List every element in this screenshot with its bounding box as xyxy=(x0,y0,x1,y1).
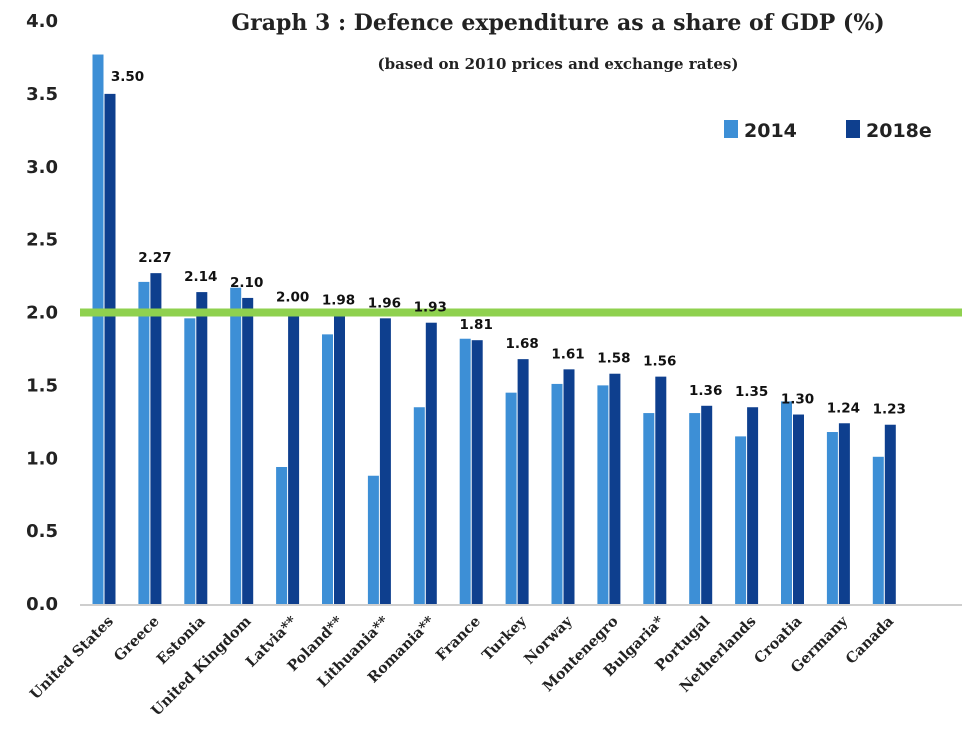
data-label-2018e: 1.35 xyxy=(735,384,768,400)
bar-2014 xyxy=(367,475,379,604)
bar-2018e xyxy=(104,93,116,604)
bar-2014 xyxy=(322,334,333,604)
bar-2018e xyxy=(288,312,300,604)
data-label-2018e: 1.58 xyxy=(597,351,630,367)
y-tick-label: 4.0 xyxy=(26,11,58,32)
bar-2018e xyxy=(838,423,850,604)
y-tick-label: 0.0 xyxy=(26,594,58,615)
bar-2014 xyxy=(276,466,288,604)
bar-2018e xyxy=(425,322,437,604)
chart-title: Graph 3 : Defence expenditure as a share… xyxy=(231,10,884,36)
bar-2018e xyxy=(701,405,713,604)
bar-2018e xyxy=(196,292,208,604)
bar-2018e xyxy=(884,424,896,604)
bar-2014 xyxy=(551,383,563,604)
data-label-2018e: 1.23 xyxy=(873,402,906,418)
bar-2018e xyxy=(655,376,667,604)
bar-2018e xyxy=(793,414,804,604)
data-label-2018e: 1.24 xyxy=(827,400,860,416)
bar-2014 xyxy=(643,413,655,604)
bar-2018e xyxy=(471,340,483,604)
bar-2014 xyxy=(459,338,471,604)
bar-2014 xyxy=(230,287,242,604)
data-label-2018e: 2.00 xyxy=(276,290,309,306)
bar-2018e xyxy=(747,407,759,604)
legend: 2014 2018e xyxy=(724,120,932,142)
legend-label: 2014 xyxy=(744,120,797,142)
y-tick-label: 1.5 xyxy=(26,375,58,396)
bar-2018e xyxy=(334,315,345,604)
data-label-2018e: 1.30 xyxy=(781,392,814,408)
x-tick-label: France xyxy=(433,613,484,664)
bar-2018e xyxy=(563,369,575,604)
data-label-2018e: 1.93 xyxy=(414,300,447,316)
y-tick-label: 2.5 xyxy=(26,230,58,251)
data-label-2018e: 1.68 xyxy=(505,336,538,352)
data-label-2018e: 1.96 xyxy=(368,295,401,311)
bar-2014 xyxy=(689,413,701,604)
y-tick-label: 3.0 xyxy=(26,157,58,178)
y-tick-label: 1.0 xyxy=(26,448,58,469)
data-label-2018e: 2.14 xyxy=(184,269,217,285)
bar-2018e xyxy=(379,318,391,604)
bar-2014 xyxy=(597,385,609,604)
bar-2018e xyxy=(150,273,162,604)
y-tick-label: 3.5 xyxy=(26,84,58,105)
bar-2014 xyxy=(138,281,150,604)
bar-2014 xyxy=(826,432,838,604)
legend-swatch xyxy=(846,120,860,138)
data-label-2018e: 1.81 xyxy=(460,317,493,333)
bar-2014 xyxy=(872,456,884,604)
y-tick-label: 0.5 xyxy=(26,521,58,542)
data-labels: 3.50 2.27 2.14 2.10 2.00 1.98 1.96 1.93 1.81 1.68… xyxy=(111,69,906,418)
data-label-2018e: 2.10 xyxy=(230,275,263,291)
bar-2014 xyxy=(92,54,104,604)
data-label-2018e: 2.27 xyxy=(138,250,171,266)
y-axis: 0.0 0.5 1.0 1.5 2.0 2.5 3.0 3.5 4.0 xyxy=(26,11,58,615)
bar-2018e xyxy=(609,373,621,604)
legend-label: 2018e xyxy=(866,120,932,142)
legend-swatch xyxy=(724,120,738,138)
bars xyxy=(92,54,896,604)
data-label-2018e: 1.56 xyxy=(643,354,676,370)
bar-2014 xyxy=(781,401,792,604)
bar-2014 xyxy=(505,392,517,604)
data-label-2018e: 3.50 xyxy=(111,69,144,85)
data-label-2018e: 1.98 xyxy=(322,292,355,308)
chart-subtitle: (based on 2010 prices and exchange rates… xyxy=(378,55,739,73)
data-label-2018e: 1.36 xyxy=(689,383,722,399)
x-tick-label: Canada xyxy=(842,612,897,667)
y-tick-label: 2.0 xyxy=(26,303,58,324)
bar-2018e xyxy=(242,297,254,604)
bar-2014 xyxy=(413,407,425,604)
data-label-2018e: 1.61 xyxy=(551,346,584,362)
x-tick-label: United States xyxy=(27,613,117,703)
bar-2014 xyxy=(184,318,196,604)
bar-2018e xyxy=(517,359,529,604)
bar-2014 xyxy=(735,436,747,604)
